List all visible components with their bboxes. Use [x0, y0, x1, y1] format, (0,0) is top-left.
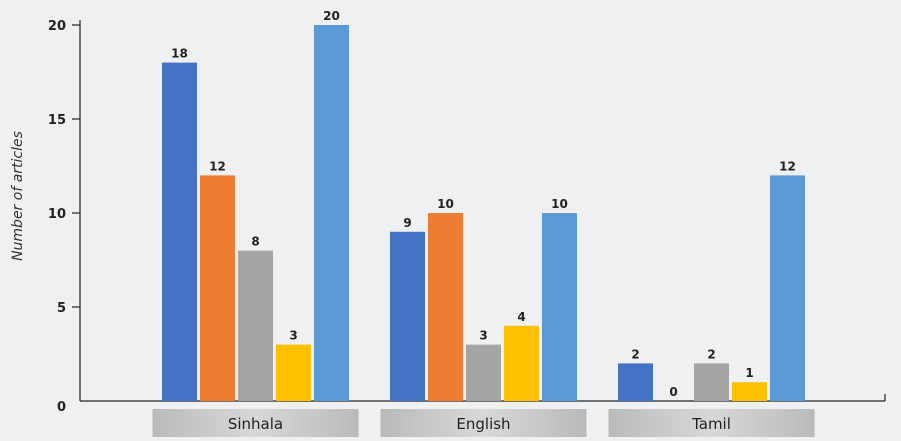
y-tick-label: 15 [48, 113, 66, 128]
category-labels: Sinhala English Tamil [152, 409, 815, 437]
data-label: 4 [517, 310, 525, 324]
bar [542, 213, 577, 401]
bar [314, 25, 349, 401]
bar [238, 250, 273, 401]
bar [770, 175, 805, 401]
bar [428, 213, 463, 401]
category-band [380, 409, 587, 437]
bars [162, 25, 805, 401]
bar [466, 344, 501, 401]
data-label: 3 [479, 329, 487, 343]
category-label: Tamil [691, 415, 731, 433]
data-label: 3 [289, 329, 297, 343]
y-tick-label: 5 [57, 301, 66, 316]
data-label: 1 [745, 366, 753, 380]
data-label: 2 [707, 347, 715, 361]
category-band [608, 409, 815, 437]
data-label: 12 [209, 159, 226, 173]
bar [732, 382, 767, 401]
data-label: 10 [437, 197, 454, 211]
y-ticks: 0 5 10 15 20 [48, 19, 80, 415]
data-label: 10 [551, 197, 568, 211]
bar [162, 62, 197, 401]
bar [276, 344, 311, 401]
bar [618, 363, 653, 401]
bar [694, 363, 729, 401]
data-label: 0 [669, 385, 677, 399]
bar [390, 231, 425, 401]
bar [200, 175, 235, 401]
y-axis-label: Number of articles [10, 131, 26, 261]
data-label: 20 [323, 9, 340, 23]
y-tick-label: 20 [48, 19, 66, 34]
category-band [152, 409, 359, 437]
bar [504, 325, 539, 401]
category-label: English [456, 415, 510, 433]
category-label: Sinhala [228, 415, 283, 433]
data-label: 12 [779, 159, 796, 173]
data-label: 8 [251, 235, 259, 249]
data-label: 18 [171, 47, 188, 61]
y-tick-label: 0 [57, 400, 66, 415]
data-label: 2 [631, 347, 639, 361]
y-tick-label: 10 [48, 207, 66, 222]
data-label: 9 [403, 216, 411, 230]
